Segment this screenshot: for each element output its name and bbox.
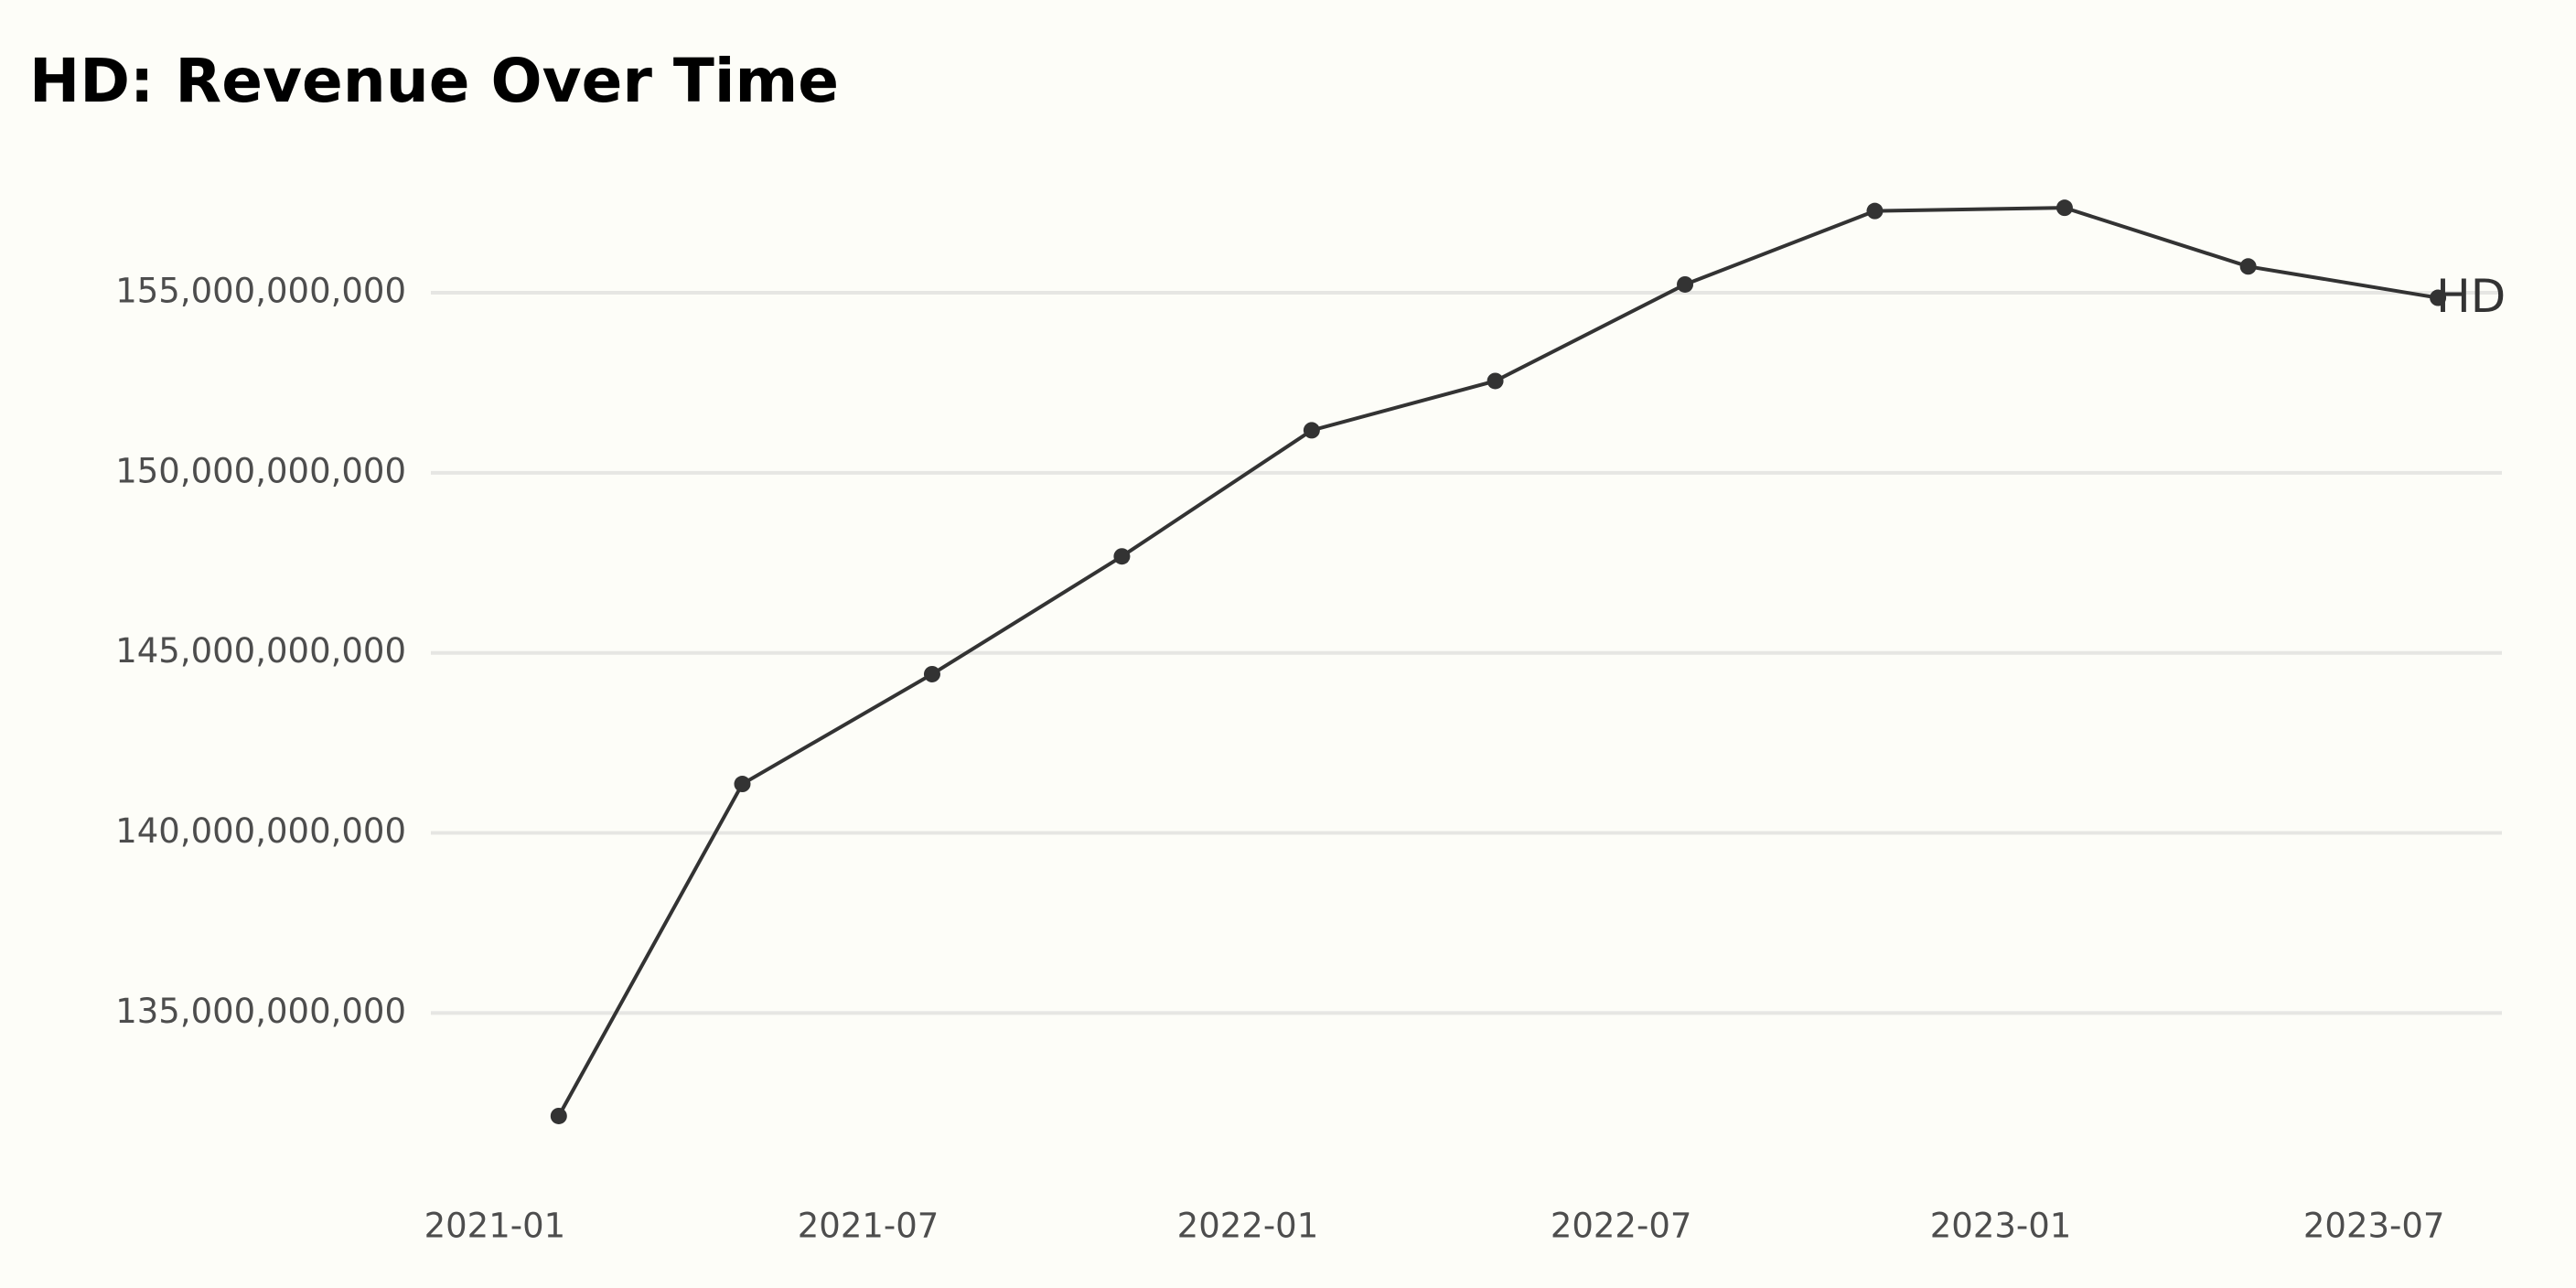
y-tick-label: 150,000,000,000	[115, 451, 406, 490]
x-tick-label: 2023-07	[2303, 1207, 2445, 1246]
y-tick-label: 145,000,000,000	[115, 631, 406, 671]
x-tick-label: 2022-01	[1177, 1207, 1319, 1246]
x-tick-label: 2021-01	[424, 1207, 566, 1246]
data-point	[2055, 199, 2073, 217]
data-point	[923, 665, 940, 682]
data-point	[2430, 289, 2447, 306]
x-tick-label: 2023-01	[1930, 1207, 2072, 1246]
y-tick-label: 140,000,000,000	[115, 811, 406, 851]
data-point	[1113, 548, 1131, 565]
data-point	[734, 776, 751, 793]
series-end-label: HD	[2436, 270, 2506, 323]
data-point	[1487, 372, 1504, 390]
data-point	[2239, 258, 2257, 275]
data-point	[1866, 202, 1884, 220]
data-point	[1303, 422, 1320, 439]
x-tick-label: 2021-07	[798, 1207, 939, 1246]
y-tick-label: 135,000,000,000	[115, 992, 406, 1031]
chart-title: HD: Revenue Over Time	[29, 46, 839, 116]
data-point	[1677, 275, 1694, 293]
data-point	[550, 1107, 567, 1124]
x-tick-label: 2022-07	[1551, 1207, 1692, 1246]
y-tick-label: 155,000,000,000	[115, 272, 406, 311]
